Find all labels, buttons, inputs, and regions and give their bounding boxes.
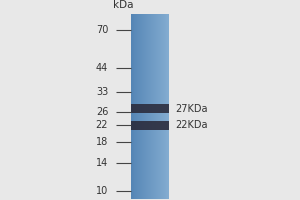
Bar — [152, 14, 153, 199]
Text: 33: 33 — [96, 87, 108, 97]
Bar — [158, 14, 159, 199]
Text: 22: 22 — [96, 120, 108, 130]
Text: 44: 44 — [96, 63, 108, 73]
Bar — [133, 14, 134, 199]
Bar — [168, 14, 169, 199]
Bar — [146, 14, 147, 199]
Bar — [166, 14, 167, 199]
Bar — [143, 14, 144, 199]
Bar — [162, 14, 163, 199]
Bar — [142, 14, 143, 199]
Text: 26: 26 — [96, 107, 108, 117]
Text: 10: 10 — [96, 186, 108, 196]
Text: 18: 18 — [96, 137, 108, 147]
Bar — [145, 14, 146, 199]
Bar — [163, 14, 164, 199]
Text: 14: 14 — [96, 158, 108, 168]
Bar — [164, 14, 165, 199]
Bar — [153, 14, 154, 199]
Bar — [154, 14, 155, 199]
Bar — [156, 14, 157, 199]
Bar — [139, 14, 140, 199]
Bar — [136, 14, 137, 199]
Bar — [151, 14, 152, 199]
Bar — [132, 14, 133, 199]
Bar — [147, 14, 148, 199]
Bar — [161, 14, 162, 199]
Text: 70: 70 — [96, 25, 108, 35]
Bar — [165, 14, 166, 199]
Bar — [134, 14, 135, 199]
Bar — [159, 14, 160, 199]
Bar — [148, 14, 149, 199]
Bar — [138, 14, 139, 199]
Bar — [157, 14, 158, 199]
Bar — [149, 14, 150, 199]
Bar — [160, 14, 161, 199]
Text: 27KDa: 27KDa — [176, 104, 208, 114]
Bar — [144, 14, 145, 199]
Bar — [150, 14, 151, 199]
Bar — [137, 14, 138, 199]
Bar — [167, 14, 168, 199]
Bar — [130, 121, 170, 130]
Bar — [140, 14, 141, 199]
Text: 22KDa: 22KDa — [176, 120, 208, 130]
Bar — [130, 14, 132, 199]
Text: kDa: kDa — [113, 0, 134, 10]
Bar — [155, 14, 156, 199]
Bar — [141, 14, 142, 199]
Bar — [135, 14, 136, 199]
Bar — [130, 104, 170, 113]
